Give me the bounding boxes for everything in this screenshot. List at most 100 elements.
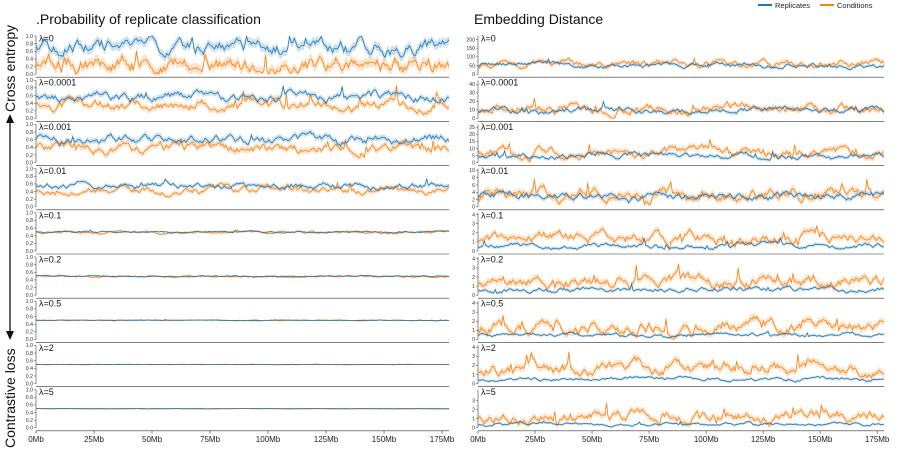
right-panel-8-replicates-line (477, 420, 885, 428)
right-panel-6-replicates-line (477, 330, 885, 339)
left-panels: 0.00.20.40.60.81.0 λ=00.00.20.40.60.81.0 λ… (26, 34, 455, 444)
left-panel-1-y-tick-label: 0.2 (26, 109, 33, 115)
left-panel-3-y-tick-label: 0.6 (26, 182, 33, 188)
left-panel-7: 0.00.2 0.4 0.60.8 1.0 λ=2 (26, 343, 450, 387)
left-panel-8-lambda-label: λ=5 (39, 387, 54, 397)
left-panel-3-conditions-band (36, 180, 449, 200)
left-x-tick-label: 75Mb (200, 435, 221, 444)
right-panel-0-conditions-band (478, 55, 884, 72)
left-panel-4-y-tick-label: 1.0 (26, 211, 33, 217)
legend-label-replicates: Replicates (775, 1, 810, 10)
left-panel-2-y-tick-label: 0.8 (26, 130, 33, 136)
left-panel-6-y-tick-label: 0.0 (26, 337, 33, 343)
right-panel-3-y-tick-label: 6 (472, 183, 475, 189)
left-panel-0-y-tick-label: 1.0 (26, 34, 33, 40)
right-panel-4-y-tick-label: 3 (472, 222, 475, 228)
right-panel-5-y-tick-label: 1 (472, 284, 475, 290)
left-panel-8-y-tick-label: 0.0 (26, 426, 33, 432)
left-panel-0-y-tick-label: 0.8 (26, 41, 33, 47)
legend-label-conditions: Conditions (837, 1, 873, 10)
right-panel-4-y-tick-label: 1 (472, 240, 475, 246)
left-panel-0-conditions-band (36, 46, 449, 75)
left-x-tick-label: 150Mb (372, 435, 397, 444)
left-panel-3: 0.0 0.2 0.40.6 0.8 1.0 λ=0.01 (26, 166, 450, 211)
left-panel-6-replicates-line (35, 319, 449, 322)
right-panel-2-y-tick-label: 5 (472, 153, 475, 159)
right-panel-7-y-tick-label: 3 (472, 354, 475, 360)
right-panel-2-y-tick-label: 0 (472, 160, 475, 166)
right-panel-3-conditions-line (477, 178, 885, 206)
left-panel-3-conditions-line (35, 181, 450, 198)
right-panel-6-conditions-band (478, 311, 884, 340)
right-panel-5-y-tick-label: 3 (472, 266, 475, 272)
right-panel-2-lambda-label: λ=0.001 (481, 122, 513, 132)
right-panel-3-y-tick-label: 8 (472, 175, 475, 181)
right-x-tick-label: 125Mb (751, 435, 776, 444)
right-panel-6: 0 1 2 3 4 λ=0.5 (472, 299, 885, 343)
right-panel-6-y-tick-label: 3 (472, 310, 475, 316)
left-panel-4-replicates-line (36, 229, 450, 234)
right-panel-5: 0 1 2 3 4 λ=0.2 (472, 255, 885, 299)
right-panel-8-y-tick-label: 2 (472, 407, 475, 413)
left-panel-0-y-tick-label: 0.2 (26, 64, 33, 70)
left-panel-7-y-tick-label: 0.8 (26, 351, 33, 357)
left-panel-5-y-tick-label: 1.0 (26, 255, 33, 261)
right-panel-1-lambda-label: λ=0.0001 (481, 78, 518, 88)
left-panel-4: 0.0 0.20.4 0.6 0.81.0 λ=0.1 (26, 210, 450, 255)
right-panel-2-conditions-line (477, 139, 885, 163)
left-panel-0-conditions-line (35, 50, 450, 76)
left-panel-0-y-tick-label: 0.0 (26, 72, 33, 78)
left-panel-3-y-tick-label: 0.8 (26, 174, 33, 180)
right-panel-6-y-tick-label: 4 (472, 301, 475, 307)
right-panel-3-y-tick-label: 2 (472, 197, 475, 203)
left-panel-8-y-tick-label: 1.0 (26, 387, 33, 393)
left-panel-7-replicates-line (36, 363, 449, 366)
right-panel-5-y-tick-label: 0 (472, 293, 475, 299)
left-panel-7-y-tick-label: 0.0 (26, 381, 33, 387)
right-panel-3: 0 246 810 λ=0.01 (469, 166, 885, 211)
right-panel-4-y-tick-label: 2 (472, 231, 475, 237)
left-panel-2: 0.00.2 0.4 0.60.8 1.0 λ=0.001 (26, 122, 450, 166)
right-panel-3-y-tick-label: 0 (472, 205, 475, 211)
left-panel-0-y-tick-label: 0.4 (26, 57, 33, 63)
left-panel-5-y-tick-label: 0.2 (26, 285, 33, 291)
left-panel-1-y-tick-label: 0.0 (26, 116, 33, 122)
right-panel-6-y-tick-label: 0 (472, 337, 475, 343)
right-panel-5-y-tick-label: 4 (472, 257, 475, 263)
left-panel-1-y-tick-label: 0.6 (26, 93, 33, 99)
left-panel-2-replicates-band (36, 128, 449, 149)
left-panel-4-lambda-label: λ=0.1 (39, 210, 61, 220)
left-panel-1-y-tick-label: 1.0 (26, 78, 33, 84)
right-panel-6-lambda-label: λ=0.5 (481, 299, 503, 309)
left-panel-2-y-tick-label: 0.0 (26, 160, 33, 166)
left-panel-6-y-tick-label: 0.2 (26, 330, 33, 336)
right-panel-7-conditions-line (477, 351, 885, 379)
left-panel-7-y-tick-label: 0.4 (26, 366, 33, 372)
left-panel-4-y-tick-label: 0.6 (26, 226, 33, 232)
left-x-tick-label: 125Mb (314, 435, 339, 444)
right-panel-2-y-tick-label: 20 (469, 132, 475, 138)
left-panel-8-y-tick-label: 0.8 (26, 395, 33, 401)
left-panel-2-lambda-label: λ=0.001 (39, 122, 71, 132)
left-panel-0-replicates-line (35, 35, 450, 58)
right-panel-6-y-tick-label: 1 (472, 328, 475, 334)
legend: Replicates Conditions (758, 1, 873, 10)
left-panel-2-y-tick-label: 0.4 (26, 145, 33, 151)
left-panel-0-replicates-band (36, 36, 449, 62)
left-panel-3-y-tick-label: 0.4 (26, 189, 33, 195)
right-x-tick-label: 75Mb (639, 435, 660, 444)
right-panel-1-replicates-line (477, 100, 885, 115)
right-x-tick-label: 0Mb (470, 435, 486, 444)
left-panel-2-y-tick-label: 0.6 (26, 137, 33, 143)
right-panel-1-y-tick-label: 0 (472, 116, 475, 122)
right-panel-8-y-tick-label: 3 (472, 398, 475, 404)
right-panel-5-y-tick-label: 2 (472, 275, 475, 281)
right-panel-1-conditions-line (477, 98, 885, 119)
right-panel-8: 0 1 2 3 λ=5 (472, 387, 885, 432)
left-panel-1-y-tick-label: 0.8 (26, 86, 33, 92)
right-x-tick-label: 25Mb (525, 435, 546, 444)
side-label-cross-entropy: Cross entropy (2, 25, 18, 112)
right-panel-8-lambda-label: λ=5 (481, 387, 496, 397)
right-panel-1-y-tick-label: 20 (469, 99, 475, 105)
